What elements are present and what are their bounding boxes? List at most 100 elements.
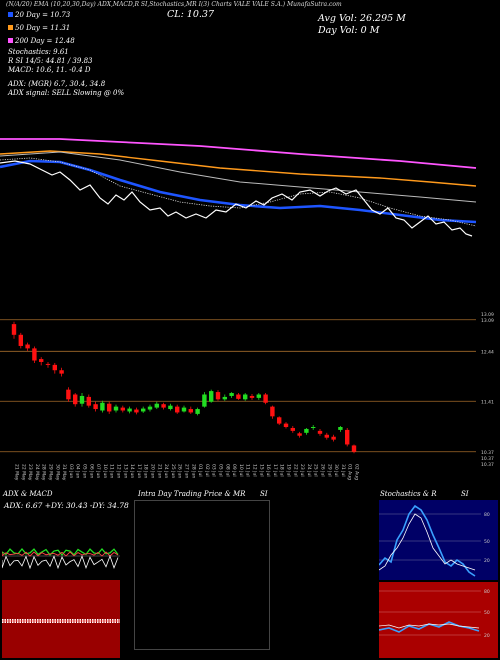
rsi-axis-label-2: 20 [484, 633, 490, 639]
date-label-45: 26 Jul [320, 464, 326, 477]
candle-body-1 [18, 334, 23, 346]
date-label-24: 26 Jun [177, 464, 183, 478]
candle-body-24 [175, 406, 180, 413]
legend-ema20: 20 Day = 10.73 [8, 11, 70, 19]
chart-header-strip: (N/A/20) EMA (10,20,30,Day) ADX,MACD,R S… [6, 1, 342, 8]
adx-panel [2, 500, 120, 658]
price-axis-label-0: 13.09 [481, 318, 494, 324]
intraday-title: Intra Day Trading Price & MR [138, 490, 246, 498]
ema-chart [0, 138, 477, 237]
stoch-axis-label-0: 80 [484, 512, 490, 518]
date-label-47: 30 Jul [333, 464, 339, 477]
date-label-37: 16 Jul [265, 464, 271, 477]
ema20-swatch [8, 12, 13, 17]
legend-adx-signal: ADX signal: SELL Slowing @ 0% [8, 89, 125, 97]
rsi-signal-line [379, 623, 480, 629]
stoch-title: Stochastics & R [380, 490, 437, 498]
close-label: CL: 10.37 [167, 9, 214, 20]
ema200-swatch [8, 38, 13, 43]
date-label-14: 11 Jun [109, 464, 115, 478]
date-label-41: 22 Jul [292, 464, 298, 477]
date-label-22: 24 Jun [163, 464, 169, 478]
candle-body-2 [25, 344, 30, 349]
date-label-30: 05 Jul [218, 464, 224, 477]
date-label-23: 25 Jun [170, 464, 176, 478]
candle-body-23 [168, 405, 173, 410]
rsi-axis-label-0: 80 [484, 589, 490, 595]
date-label-28: 02 Jul [204, 464, 210, 477]
candle-body-38 [270, 406, 275, 417]
candle-body-10 [79, 395, 85, 404]
date-label-4: 28 May [41, 464, 47, 481]
date-label-44: 25 Jul [313, 464, 319, 477]
candle-body-44 [311, 427, 316, 429]
candle-body-4 [39, 359, 44, 362]
ema50-line [0, 150, 477, 187]
stoch-d-line [379, 513, 476, 571]
price-axis-label-5: 10.37 [481, 462, 494, 468]
stoch-bg [379, 500, 498, 580]
adx-values: ADX: 6.67 +DY: 30.43 -DY: 34.78 [4, 501, 129, 510]
ema50-text: 50 Day = 11.31 [15, 24, 71, 32]
candle-body-6 [52, 364, 57, 371]
date-label-50: 02 Aug [354, 464, 360, 480]
legend-ema200: 200 Day = 12.48 [8, 37, 75, 45]
candle-body-0 [11, 324, 17, 335]
candle-body-15 [113, 406, 119, 411]
date-label-38: 17 Jul [272, 464, 278, 477]
intraday-si: SI [260, 490, 268, 498]
date-label-2: 23 May [27, 464, 33, 481]
legend-macd: MACD: 10.6, 11. -0.4 D [8, 66, 91, 74]
date-label-42: 23 Jul [299, 464, 305, 477]
date-label-7: 31 May [61, 464, 67, 481]
candle-body-22 [161, 404, 166, 408]
day-volume: Day Vol: 0 M [318, 25, 380, 36]
avg-volume: Avg Vol: 26.295 M [318, 13, 406, 24]
date-label-11: 06 Jun [88, 464, 94, 478]
date-label-25: 27 Jun [184, 464, 190, 478]
candle-body-45 [317, 430, 323, 434]
date-label-31: 08 Jul [224, 464, 230, 477]
candle-body-50 [351, 445, 357, 452]
date-label-17: 14 Jun [129, 464, 135, 478]
candle-body-14 [107, 403, 112, 412]
sma-dotted-line [0, 157, 477, 227]
candle-body-16 [120, 407, 125, 411]
ema200-line [0, 138, 477, 169]
candle-body-7 [59, 370, 64, 374]
price-axis-label-2: 11.41 [481, 399, 494, 405]
date-label-26: 28 Jun [190, 464, 196, 478]
candle-body-20 [147, 406, 153, 410]
ema50-swatch [8, 25, 13, 30]
date-label-27: 01 Jul [197, 464, 203, 477]
candle-body-42 [297, 433, 302, 436]
ema200-text: 200 Day = 12.48 [15, 37, 75, 45]
date-label-10: 05 Jun [82, 464, 88, 478]
candle-body-30 [215, 392, 221, 400]
date-label-46: 29 Jul [326, 464, 332, 477]
candle-body-21 [154, 403, 159, 408]
candle-body-43 [304, 428, 309, 433]
candle-body-25 [181, 407, 187, 412]
date-label-40: 19 Jul [286, 464, 292, 477]
date-label-15: 12 Jun [116, 464, 122, 478]
date-label-33: 10 Jul [238, 464, 244, 477]
stoch-axis-label-1: 50 [484, 539, 490, 545]
date-label-48: 31 Jul [340, 464, 346, 477]
candle-body-32 [229, 393, 234, 396]
candle-body-17 [127, 408, 132, 412]
candle-body-47 [331, 436, 336, 440]
candle-body-11 [86, 396, 91, 406]
candle-body-18 [134, 409, 139, 413]
candle-body-3 [32, 348, 37, 361]
ema-gray-line [0, 151, 477, 203]
candle-body-37 [263, 394, 268, 403]
date-label-12: 07 Jun [95, 464, 101, 478]
date-label-29: 03 Jul [211, 464, 217, 477]
candle-body-13 [100, 402, 105, 411]
date-label-18: 17 Jun [136, 464, 142, 478]
date-label-3: 24 May [34, 464, 40, 481]
candle-body-9 [73, 394, 78, 405]
candle-body-34 [243, 394, 248, 400]
